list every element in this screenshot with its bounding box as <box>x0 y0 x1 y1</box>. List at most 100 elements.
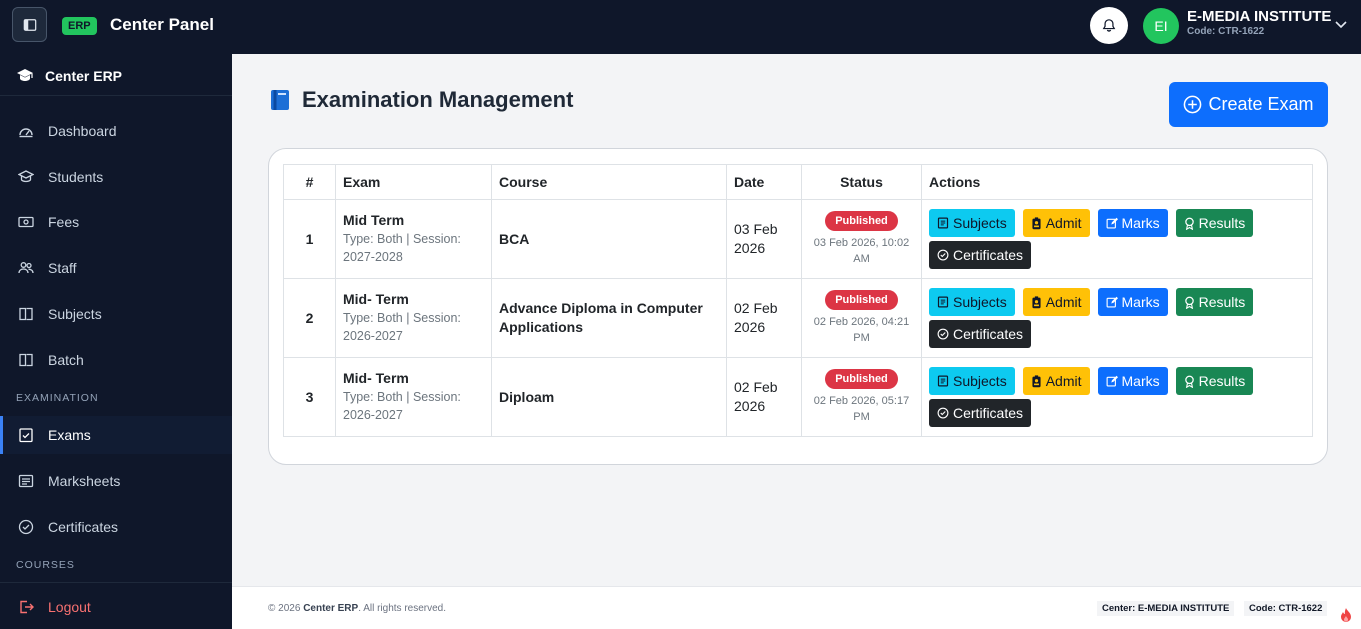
results-button-label: Results <box>1198 215 1246 231</box>
exam-meta: Type: Both | Session: 2027-2028 <box>343 232 461 264</box>
sidebar-item-batch[interactable]: Batch <box>0 341 232 379</box>
admit-button[interactable]: Admit <box>1022 367 1090 395</box>
exam-date: 03 Feb 2026 <box>734 221 778 256</box>
list-icon <box>18 474 34 488</box>
certificates-button[interactable]: Certificates <box>929 399 1032 427</box>
marks-button-label: Marks <box>1121 294 1160 310</box>
top-bar: ERP Center Panel EI E-MEDIA INSTITUTE Co… <box>0 0 1361 54</box>
erp-badge: ERP <box>62 17 97 35</box>
book-icon <box>19 353 33 367</box>
row-number: 3 <box>283 357 336 437</box>
avatar[interactable]: EI <box>1143 8 1179 44</box>
marks-button[interactable]: Marks <box>1097 288 1168 316</box>
sidebar-item-label: Staff <box>48 260 77 276</box>
sidebar-item-exams[interactable]: Exams <box>0 416 232 454</box>
table-row: 2 Mid- Term Type: Both | Session: 2026-202… <box>283 278 1313 358</box>
header-exam: Exam <box>335 164 492 200</box>
date-cell: 03 Feb 2026 <box>726 199 802 279</box>
sidebar-item-label: Exams <box>48 427 91 443</box>
edit-icon <box>1106 375 1118 387</box>
dashboard-icon <box>19 128 33 138</box>
admit-button[interactable]: Admit <box>1022 209 1090 237</box>
sidebar-item-label: Marksheets <box>48 473 121 489</box>
list-icon <box>937 296 949 308</box>
status-badge: Published <box>825 211 898 231</box>
subjects-button[interactable]: Subjects <box>929 367 1015 395</box>
sidebar-item-label: Fees <box>48 214 80 230</box>
sidebar-item-subjects[interactable]: Subjects <box>0 295 232 333</box>
header-course: Course <box>491 164 727 200</box>
blue-book-icon <box>271 90 289 110</box>
logout-button[interactable]: Logout <box>0 582 232 629</box>
subjects-button[interactable]: Subjects <box>929 209 1015 237</box>
check-circle-icon <box>937 249 949 261</box>
id-badge-icon <box>1032 374 1041 387</box>
admit-button[interactable]: Admit <box>1022 288 1090 316</box>
list-icon <box>937 375 949 387</box>
marks-button[interactable]: Marks <box>1097 367 1168 395</box>
people-icon <box>18 262 34 274</box>
row-actions: Subjects Admit Marks Results Certificates <box>929 288 1259 348</box>
award-icon <box>1184 296 1194 309</box>
id-badge-icon <box>1032 216 1041 229</box>
logout-icon <box>20 600 34 614</box>
results-button[interactable]: Results <box>1175 367 1254 395</box>
sidebar-item-fees[interactable]: Fees <box>0 203 232 241</box>
sidebar-item-students[interactable]: Students <box>0 158 232 196</box>
certificates-button[interactable]: Certificates <box>929 320 1032 348</box>
status-badge: Published <box>825 369 898 389</box>
course-name: Diploam <box>499 388 555 405</box>
flame-icon[interactable] <box>1339 607 1353 623</box>
date-cell: 02 Feb 2026 <box>726 357 802 437</box>
subjects-button[interactable]: Subjects <box>929 288 1015 316</box>
sidebar-item-label: Students <box>48 169 104 185</box>
results-button-label: Results <box>1198 294 1246 310</box>
list-icon <box>937 217 949 229</box>
sidebar-item-dashboard[interactable]: Dashboard <box>0 112 232 150</box>
subjects-button-label: Subjects <box>953 215 1007 231</box>
exam-cell: Mid- Term Type: Both | Session: 2026-2027 <box>335 357 492 437</box>
course-name: Advance Diploma in Computer Applications <box>499 300 703 335</box>
institute-name[interactable]: E-MEDIA INSTITUTE <box>1187 8 1332 25</box>
status-cell: Published 02 Feb 2026, 04:21 PM <box>801 278 922 358</box>
row-actions: Subjects Admit Marks Results Certificates <box>929 367 1259 427</box>
exams-table: # Exam Course Date Status Actions 1 Mid T… <box>283 164 1313 437</box>
sidebar-item-staff[interactable]: Staff <box>0 249 232 287</box>
certificates-button-label: Certificates <box>953 326 1024 342</box>
section-label-examination: EXAMINATION <box>16 392 99 404</box>
sidebar-item-marksheets[interactable]: Marksheets <box>0 462 232 500</box>
create-exam-button[interactable]: Create Exam <box>1169 82 1328 127</box>
actions-cell: Subjects Admit Marks Results Certificates <box>921 199 1313 279</box>
check-circle-icon <box>937 407 949 419</box>
main-content: Examination Management Create Exam # Exa… <box>232 54 1361 586</box>
marks-button[interactable]: Marks <box>1097 209 1168 237</box>
sidebar-toggle-button[interactable] <box>12 7 47 42</box>
logout-label: Logout <box>48 599 91 615</box>
sidebar-item-certificates[interactable]: Certificates <box>0 508 232 546</box>
table-row: 3 Mid- Term Type: Both | Session: 2026-202… <box>283 357 1313 437</box>
copyright: © 2026 Center ERP. All rights reserved. <box>268 603 446 614</box>
header-actions: Actions <box>921 164 1313 200</box>
results-button[interactable]: Results <box>1175 288 1254 316</box>
certificates-button[interactable]: Certificates <box>929 241 1032 269</box>
sidebar-item-label: Subjects <box>48 306 102 322</box>
header-status: Status <box>801 164 922 200</box>
subjects-button-label: Subjects <box>953 294 1007 310</box>
marks-button-label: Marks <box>1121 215 1160 231</box>
course-cell: BCA <box>491 199 727 279</box>
actions-cell: Subjects Admit Marks Results Certificates <box>921 278 1313 358</box>
exam-meta: Type: Both | Session: 2026-2027 <box>343 390 461 422</box>
chevron-down-icon[interactable] <box>1333 16 1349 32</box>
sidebar: Center ERP Dashboard Students Fees Staff… <box>0 54 232 629</box>
edit-icon <box>1106 296 1118 308</box>
exam-meta: Type: Both | Session: 2026-2027 <box>343 311 461 343</box>
status-cell: Published 03 Feb 2026, 10:02 AM <box>801 199 922 279</box>
results-button[interactable]: Results <box>1175 209 1254 237</box>
published-at: 02 Feb 2026, 04:21 PM <box>813 316 910 344</box>
book-icon <box>19 307 33 321</box>
sidebar-brand[interactable]: Center ERP <box>0 54 232 96</box>
sidebar-item-label: Batch <box>48 352 84 368</box>
notifications-button[interactable] <box>1090 7 1128 44</box>
institute-code: Code: CTR-1622 <box>1187 26 1265 37</box>
exam-name: Mid- Term <box>343 370 409 386</box>
